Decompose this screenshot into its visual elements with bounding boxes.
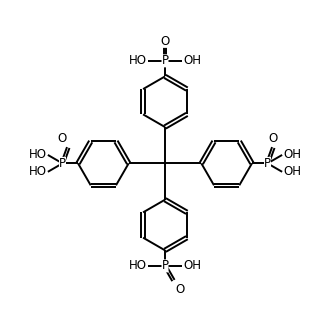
Text: HO: HO xyxy=(129,259,147,272)
Text: P: P xyxy=(161,259,169,272)
Text: OH: OH xyxy=(183,54,201,67)
Text: P: P xyxy=(161,54,169,67)
Text: HO: HO xyxy=(29,165,47,178)
Text: HO: HO xyxy=(29,148,47,161)
Text: OH: OH xyxy=(183,259,201,272)
Text: P: P xyxy=(59,157,66,170)
Text: OH: OH xyxy=(283,165,301,178)
Text: O: O xyxy=(175,283,184,296)
Text: O: O xyxy=(57,132,67,145)
Text: O: O xyxy=(269,132,278,145)
Text: OH: OH xyxy=(283,148,301,161)
Text: P: P xyxy=(264,157,271,170)
Text: O: O xyxy=(160,35,170,48)
Text: HO: HO xyxy=(129,54,147,67)
